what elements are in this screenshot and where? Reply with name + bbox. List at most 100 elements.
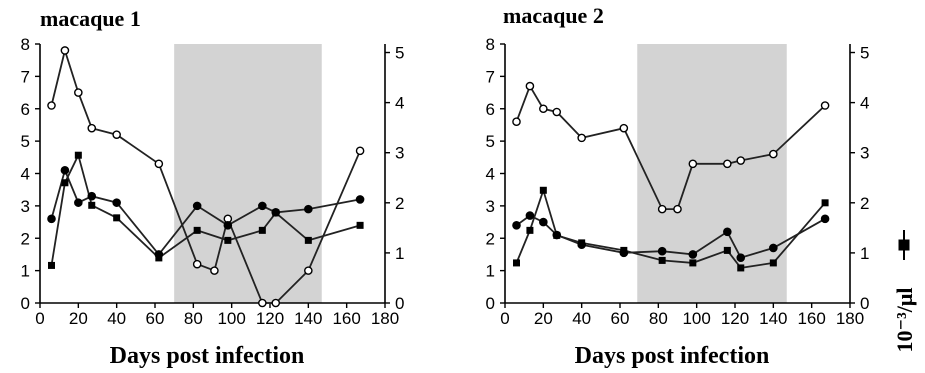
x-axis-title: Days post infection (110, 343, 305, 369)
data-point-filled-circle (723, 227, 732, 237)
data-point-open-circle (673, 204, 682, 214)
data-point-square (113, 214, 121, 222)
data-point-square (658, 256, 666, 264)
data-point-filled-circle (657, 246, 667, 256)
x-tick-label: 120 (721, 309, 749, 328)
x-tick-label: 160 (797, 309, 825, 328)
left-y-tick-label: 2 (21, 229, 30, 248)
data-point-square (737, 264, 745, 272)
data-point-open-circle (355, 146, 365, 156)
x-tick-label: 180 (836, 309, 864, 328)
x-tick-label: 100 (217, 309, 245, 328)
left-y-tick-label: 6 (486, 100, 495, 119)
data-point-square (689, 259, 697, 267)
data-point-filled-circle (304, 204, 313, 214)
x-tick-label: 0 (500, 309, 509, 328)
data-point-square (155, 254, 163, 262)
right-y-tick-label: 1 (860, 244, 869, 263)
data-point-square (723, 246, 731, 254)
data-point-open-circle (512, 117, 521, 126)
left-y-tick-label: 3 (486, 197, 495, 216)
data-point-square (513, 259, 520, 267)
left-y-tick-label: 5 (486, 132, 495, 151)
data-point-open-circle (539, 104, 548, 114)
right-y-tick-label: 3 (860, 144, 869, 163)
data-point-open-circle (112, 130, 121, 139)
left-y-tick-label: 4 (486, 165, 495, 184)
data-point-open-circle (525, 81, 535, 91)
data-point-square (304, 236, 312, 244)
data-point-open-circle (258, 298, 267, 308)
x-tick-label: 140 (294, 309, 322, 328)
data-point-open-circle (619, 123, 629, 133)
data-point-square (88, 201, 96, 209)
series-line-square (50, 152, 361, 266)
right-y-tick-label: 5 (860, 44, 869, 63)
data-point-filled-circle (525, 211, 535, 220)
right-y-tick-label: 0 (860, 294, 869, 313)
left-y-tick-label: 6 (21, 100, 30, 119)
left-y-tick-label: 3 (21, 197, 30, 216)
x-tick-label: 0 (35, 309, 44, 328)
left-y-tick-label: 7 (21, 67, 30, 86)
data-point-square (258, 226, 266, 234)
left-y-tick-label: 5 (21, 132, 30, 151)
data-point-open-circle (60, 46, 70, 55)
data-point-filled-circle (87, 191, 97, 201)
x-tick-label: 80 (184, 309, 203, 328)
data-point-filled-circle (688, 250, 698, 259)
data-point-open-circle (723, 159, 732, 169)
data-point-square (821, 199, 829, 207)
data-point-open-circle (74, 88, 83, 97)
left-y-tick-label: 1 (21, 262, 30, 281)
data-point-filled-circle (769, 243, 778, 253)
right-y-tick-label: 3 (395, 144, 404, 163)
data-point-open-circle (820, 101, 830, 110)
x-tick-label: 20 (534, 309, 553, 328)
left-y-tick-label: 8 (486, 35, 495, 54)
data-point-open-circle (271, 298, 281, 308)
data-point-open-circle (769, 149, 778, 159)
legend: 10⁻³/μl (892, 230, 917, 352)
data-point-open-circle (210, 266, 219, 275)
legend-square-marker (898, 239, 910, 251)
data-point-filled-circle (512, 221, 521, 230)
data-point-open-circle (688, 159, 698, 169)
data-point-filled-circle (112, 198, 121, 207)
panel-macaque-1: macaque 1 Days post infection 0 20 40 60 80 1… (21, 6, 405, 369)
x-tick-label: 180 (371, 309, 399, 328)
data-point-square (539, 186, 547, 194)
series-line-filled-circle (50, 167, 361, 256)
right-y-tick-label: 2 (860, 194, 869, 213)
left-y-tick-label: 8 (21, 35, 30, 54)
x-tick-label: 60 (611, 309, 630, 328)
data-point-filled-circle (736, 253, 746, 262)
data-point-square (61, 179, 69, 187)
data-point-open-circle (304, 266, 313, 275)
right-y-tick-label: 0 (395, 294, 404, 313)
x-tick-label: 100 (682, 309, 710, 328)
left-y-tick-label: 4 (21, 165, 30, 184)
data-point-open-circle (552, 107, 562, 117)
data-point-square (272, 209, 280, 217)
data-point-filled-circle (47, 214, 56, 224)
shaded-period (174, 44, 322, 303)
series-line-square (515, 187, 826, 269)
legend-unit-label: 10⁻³/μl (892, 288, 917, 353)
data-point-square (769, 259, 777, 267)
data-point-filled-circle (223, 221, 233, 230)
data-point-filled-circle (74, 198, 83, 207)
data-point-square (553, 231, 561, 239)
data-point-open-circle (154, 159, 164, 169)
data-point-filled-circle (258, 201, 267, 211)
left-y-tick-label: 0 (486, 294, 495, 313)
x-tick-label: 160 (332, 309, 360, 328)
data-point-square (620, 246, 628, 254)
data-point-open-circle (736, 156, 746, 165)
left-y-tick-label: 7 (486, 67, 495, 86)
right-y-tick-label: 2 (395, 194, 404, 213)
x-tick-label: 140 (759, 309, 787, 328)
data-point-open-circle (192, 259, 202, 269)
data-point-filled-circle (192, 201, 202, 211)
